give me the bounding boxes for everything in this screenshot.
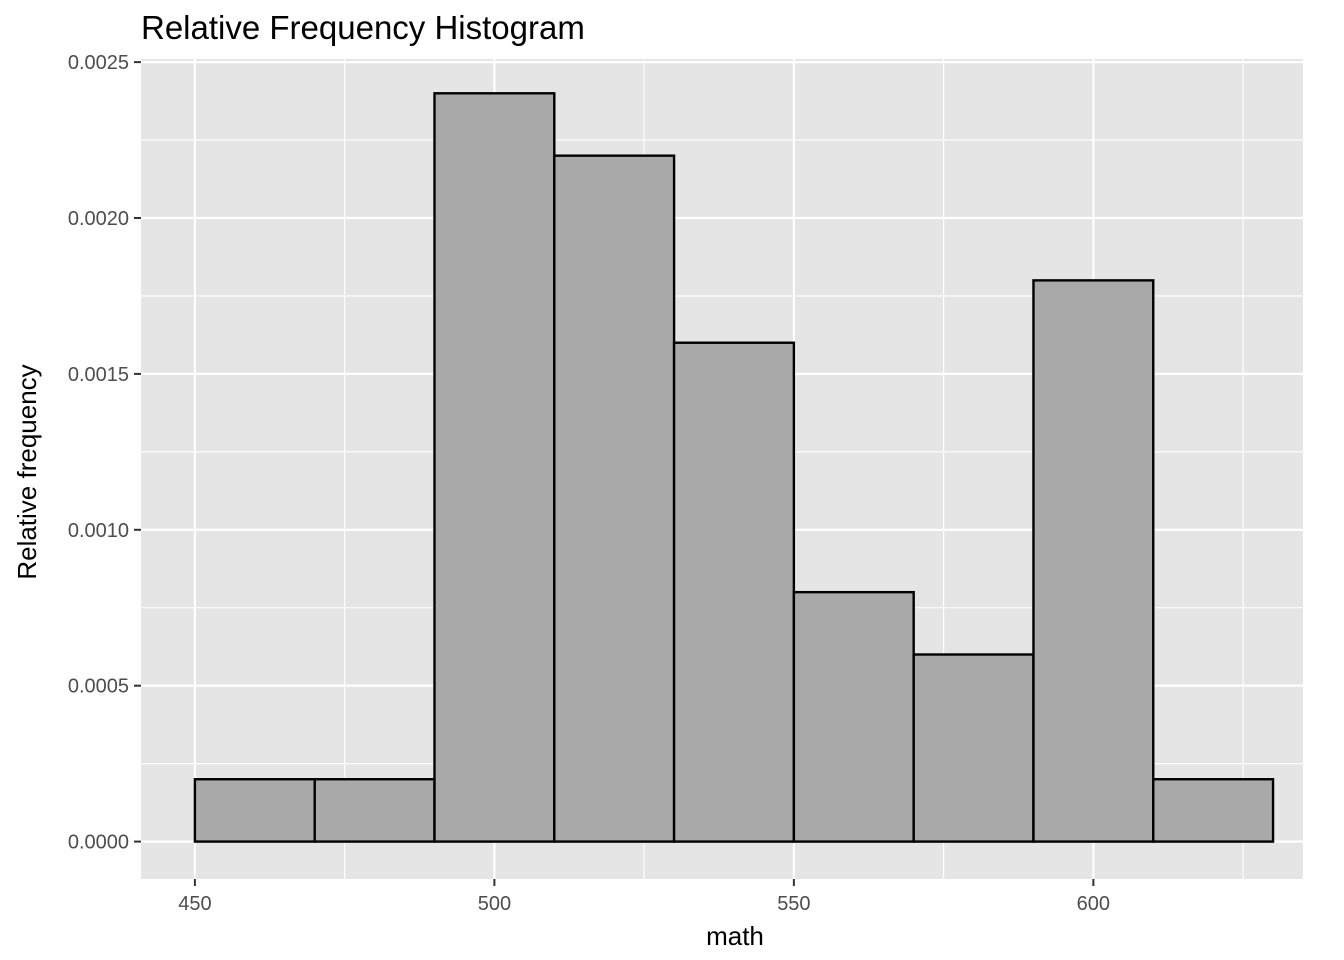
- histogram-bar: [1152, 778, 1275, 843]
- y-tick-label: 0.0025: [68, 52, 129, 74]
- y-axis: 0.0000 0.0005 0.0010 0.0015 0.0020 0.0025: [68, 52, 141, 854]
- histogram-bar: [792, 590, 915, 843]
- y-tick-label: 0.0000: [68, 832, 129, 854]
- y-tick-label: 0.0010: [68, 520, 129, 542]
- x-axis-title: math: [706, 921, 764, 951]
- x-axis: 450 500 550 600: [178, 879, 1110, 915]
- y-tick-label: 0.0020: [68, 208, 129, 230]
- x-tick-label: 450: [178, 893, 211, 915]
- histogram-bar: [433, 92, 556, 843]
- histogram-bar: [1032, 279, 1155, 843]
- x-tick-label: 500: [478, 893, 511, 915]
- y-tick-label: 0.0015: [68, 364, 129, 386]
- y-tick-label: 0.0005: [68, 676, 129, 698]
- histogram-bars: [193, 92, 1275, 843]
- histogram-bar: [912, 653, 1035, 843]
- histogram-bar: [672, 341, 796, 843]
- histogram-bar: [193, 778, 316, 843]
- histogram-bar: [553, 154, 676, 843]
- y-axis-title: Relative frequency: [12, 364, 42, 579]
- x-tick-label: 550: [777, 893, 810, 915]
- chart-title: Relative Frequency Histogram: [141, 9, 585, 46]
- x-tick-label: 600: [1077, 893, 1110, 915]
- histogram-bar: [313, 778, 436, 843]
